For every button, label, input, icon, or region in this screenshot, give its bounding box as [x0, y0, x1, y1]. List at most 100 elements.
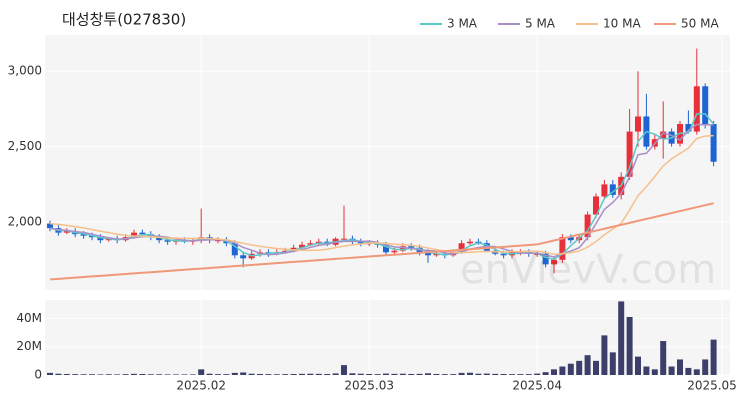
candle-body — [164, 240, 171, 242]
candle-body — [425, 252, 431, 256]
volume-bar — [357, 373, 364, 375]
candle-body — [341, 238, 347, 240]
volume-bar — [601, 335, 608, 375]
volume-bar — [257, 374, 263, 375]
candle-body — [408, 246, 415, 248]
volume-bar — [399, 373, 406, 375]
volume-bar — [114, 374, 121, 375]
volume-bar — [450, 374, 457, 375]
legend-label: 10 MA — [603, 17, 641, 31]
candle-body — [139, 232, 146, 235]
volume-bar — [517, 374, 524, 375]
volume-bar — [55, 373, 62, 375]
candle-body — [47, 223, 53, 229]
ma-line — [49, 134, 714, 255]
volume-bar — [467, 372, 473, 375]
volume-bar — [273, 374, 280, 375]
volume-bar — [433, 374, 440, 375]
volume-panel — [45, 300, 730, 375]
volume-bar — [509, 374, 515, 375]
volume-bar — [80, 374, 87, 375]
candle-body — [97, 237, 104, 241]
y-tick-label: 2,000 — [8, 215, 42, 229]
candle-body — [567, 237, 574, 241]
volume-bar — [374, 374, 381, 375]
volume-bar — [307, 373, 314, 375]
volume-bar — [332, 373, 339, 375]
volume-bar — [677, 359, 683, 375]
volume-bar — [156, 374, 163, 375]
candle-body — [534, 253, 541, 255]
volume-bar — [668, 366, 675, 375]
candle-body — [551, 259, 557, 265]
volume-bar — [492, 373, 499, 375]
x-tick-label: 2025.04 — [512, 379, 562, 393]
candle-body — [307, 243, 314, 245]
volume-bar — [425, 373, 431, 375]
volume-bar — [702, 359, 709, 375]
candle-body — [609, 184, 616, 195]
volume-bar — [685, 367, 692, 375]
volume-bar — [500, 374, 507, 375]
volume-bar — [265, 374, 272, 375]
candle-body — [383, 244, 389, 253]
legend-label: 5 MA — [525, 17, 556, 31]
volume-bar — [551, 369, 557, 375]
volume-bar — [299, 373, 305, 375]
candle-body — [500, 253, 507, 256]
candle-body — [702, 86, 709, 125]
volume-bar — [584, 355, 591, 375]
volume-bar — [139, 374, 146, 375]
volume-bar — [626, 316, 633, 375]
volume-bar — [651, 369, 658, 375]
legend-label: 50 MA — [681, 17, 719, 31]
volume-bar — [198, 369, 205, 375]
volume-bar — [391, 373, 398, 375]
volume-bar — [206, 373, 213, 375]
volume-bar — [366, 374, 373, 375]
volume-bar — [609, 352, 616, 375]
x-tick-label: 2025.03 — [344, 379, 394, 393]
candle-body — [458, 243, 465, 253]
volume-bar — [223, 374, 230, 375]
y-tick-label: 3,000 — [8, 64, 42, 78]
volume-bar — [458, 372, 465, 375]
x-tick-label: 2025.02 — [176, 379, 226, 393]
volume-bar — [147, 374, 154, 375]
volume-bar — [282, 374, 289, 375]
volume-bar — [105, 374, 112, 375]
candle-body — [467, 241, 473, 244]
volume-bar — [97, 374, 104, 375]
volume-bar — [559, 366, 566, 375]
volume-bar — [383, 373, 389, 375]
y-tick-label: 40M — [16, 311, 42, 325]
volume-bar — [341, 365, 347, 375]
volume-bar — [643, 366, 650, 375]
ma-line — [49, 202, 714, 281]
volume-bar — [248, 373, 255, 375]
candle-body — [131, 232, 137, 238]
candle-body — [80, 234, 87, 236]
volume-bar — [181, 374, 188, 375]
y-tick-label: 20M — [16, 339, 42, 353]
legend-label: 3 MA — [447, 17, 478, 31]
candle-body — [391, 250, 398, 253]
volume-bar — [693, 369, 700, 375]
volume-bar — [47, 372, 53, 375]
volume-bar — [231, 372, 238, 375]
candle-body — [710, 124, 717, 162]
candle-body — [357, 241, 364, 244]
candle-body — [635, 116, 641, 132]
volume-bar — [215, 374, 221, 375]
candle-body — [685, 124, 692, 132]
volume-bar — [122, 374, 129, 375]
candle-body — [626, 131, 633, 177]
candle-body — [542, 253, 549, 265]
volume-bar — [349, 373, 356, 375]
volume-bar — [660, 341, 667, 375]
candle-body — [299, 244, 305, 248]
volume-bar — [567, 363, 574, 375]
volume-bar — [164, 374, 171, 375]
volume-bar — [534, 373, 541, 375]
